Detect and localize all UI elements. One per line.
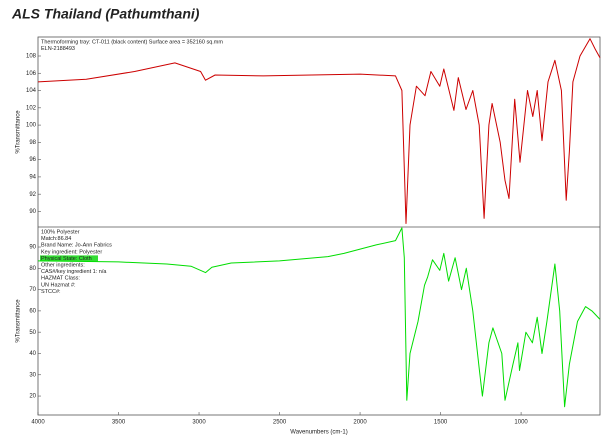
y-tick-label: 108 (26, 54, 37, 60)
annotation: ELN-2188493 (41, 46, 75, 52)
y-tick-label: 106 (26, 71, 37, 77)
y-tick-label: 40 (29, 351, 36, 357)
annotation: Match:86.84 (41, 236, 71, 242)
x-tick-label: 2500 (273, 420, 287, 426)
plot-frame (37, 36, 601, 416)
y-axis-label: %Transmittance (16, 299, 22, 343)
y-tick-label: 20 (29, 394, 36, 400)
page-title: ALS Thailand (Pathumthani) (11, 6, 200, 22)
y-tick-label: 100 (26, 123, 37, 129)
y-axis-label: %Transmittance (16, 110, 22, 154)
x-tick-label: 1500 (434, 420, 448, 426)
y-tick-label: 104 (26, 88, 37, 94)
y-tick-label: 98 (29, 140, 36, 146)
annotation: Brand Name: Jo-Ann Fabrics (41, 243, 112, 249)
x-tick-label: 3000 (192, 420, 206, 426)
annotation: Key ingredient: Polyester (41, 249, 102, 255)
annotation: Physical State: Cloth (41, 256, 92, 262)
y-tick-label: 102 (26, 105, 37, 111)
annotation: CAS#/key ingredient 1: n/a (41, 269, 107, 275)
annotation: 100% Polyester (41, 229, 80, 235)
x-tick-label: 4000 (31, 420, 45, 426)
annotation: Thermoforming tray: CT-011 (black conten… (41, 39, 223, 45)
y-tick-label: 60 (29, 308, 36, 314)
spectrum-line (37, 227, 601, 408)
y-tick-label: 96 (29, 157, 36, 163)
y-tick-label: 80 (29, 266, 36, 272)
y-tick-label: 70 (29, 287, 36, 293)
y-tick-label: 92 (29, 192, 36, 198)
spectrum-line (37, 38, 601, 224)
y-tick-label: 50 (29, 330, 36, 336)
x-tick-label: 3500 (112, 420, 126, 426)
annotation: STCC#: (41, 289, 61, 295)
x-axis-label: Wavenumbers (cm-1) (290, 430, 347, 436)
y-tick-label: 90 (29, 209, 36, 215)
y-tick-label: 90 (29, 245, 36, 251)
y-tick-label: 94 (29, 174, 36, 180)
y-tick-label: 30 (29, 372, 36, 378)
annotation: Other ingredients: (41, 262, 85, 268)
highlight (40, 255, 98, 262)
x-tick-label: 2000 (353, 420, 367, 426)
annotation: UN Hazmat #: (41, 282, 76, 288)
annotation: HAZMAT Class: (41, 276, 80, 282)
x-tick-label: 1000 (514, 420, 528, 426)
